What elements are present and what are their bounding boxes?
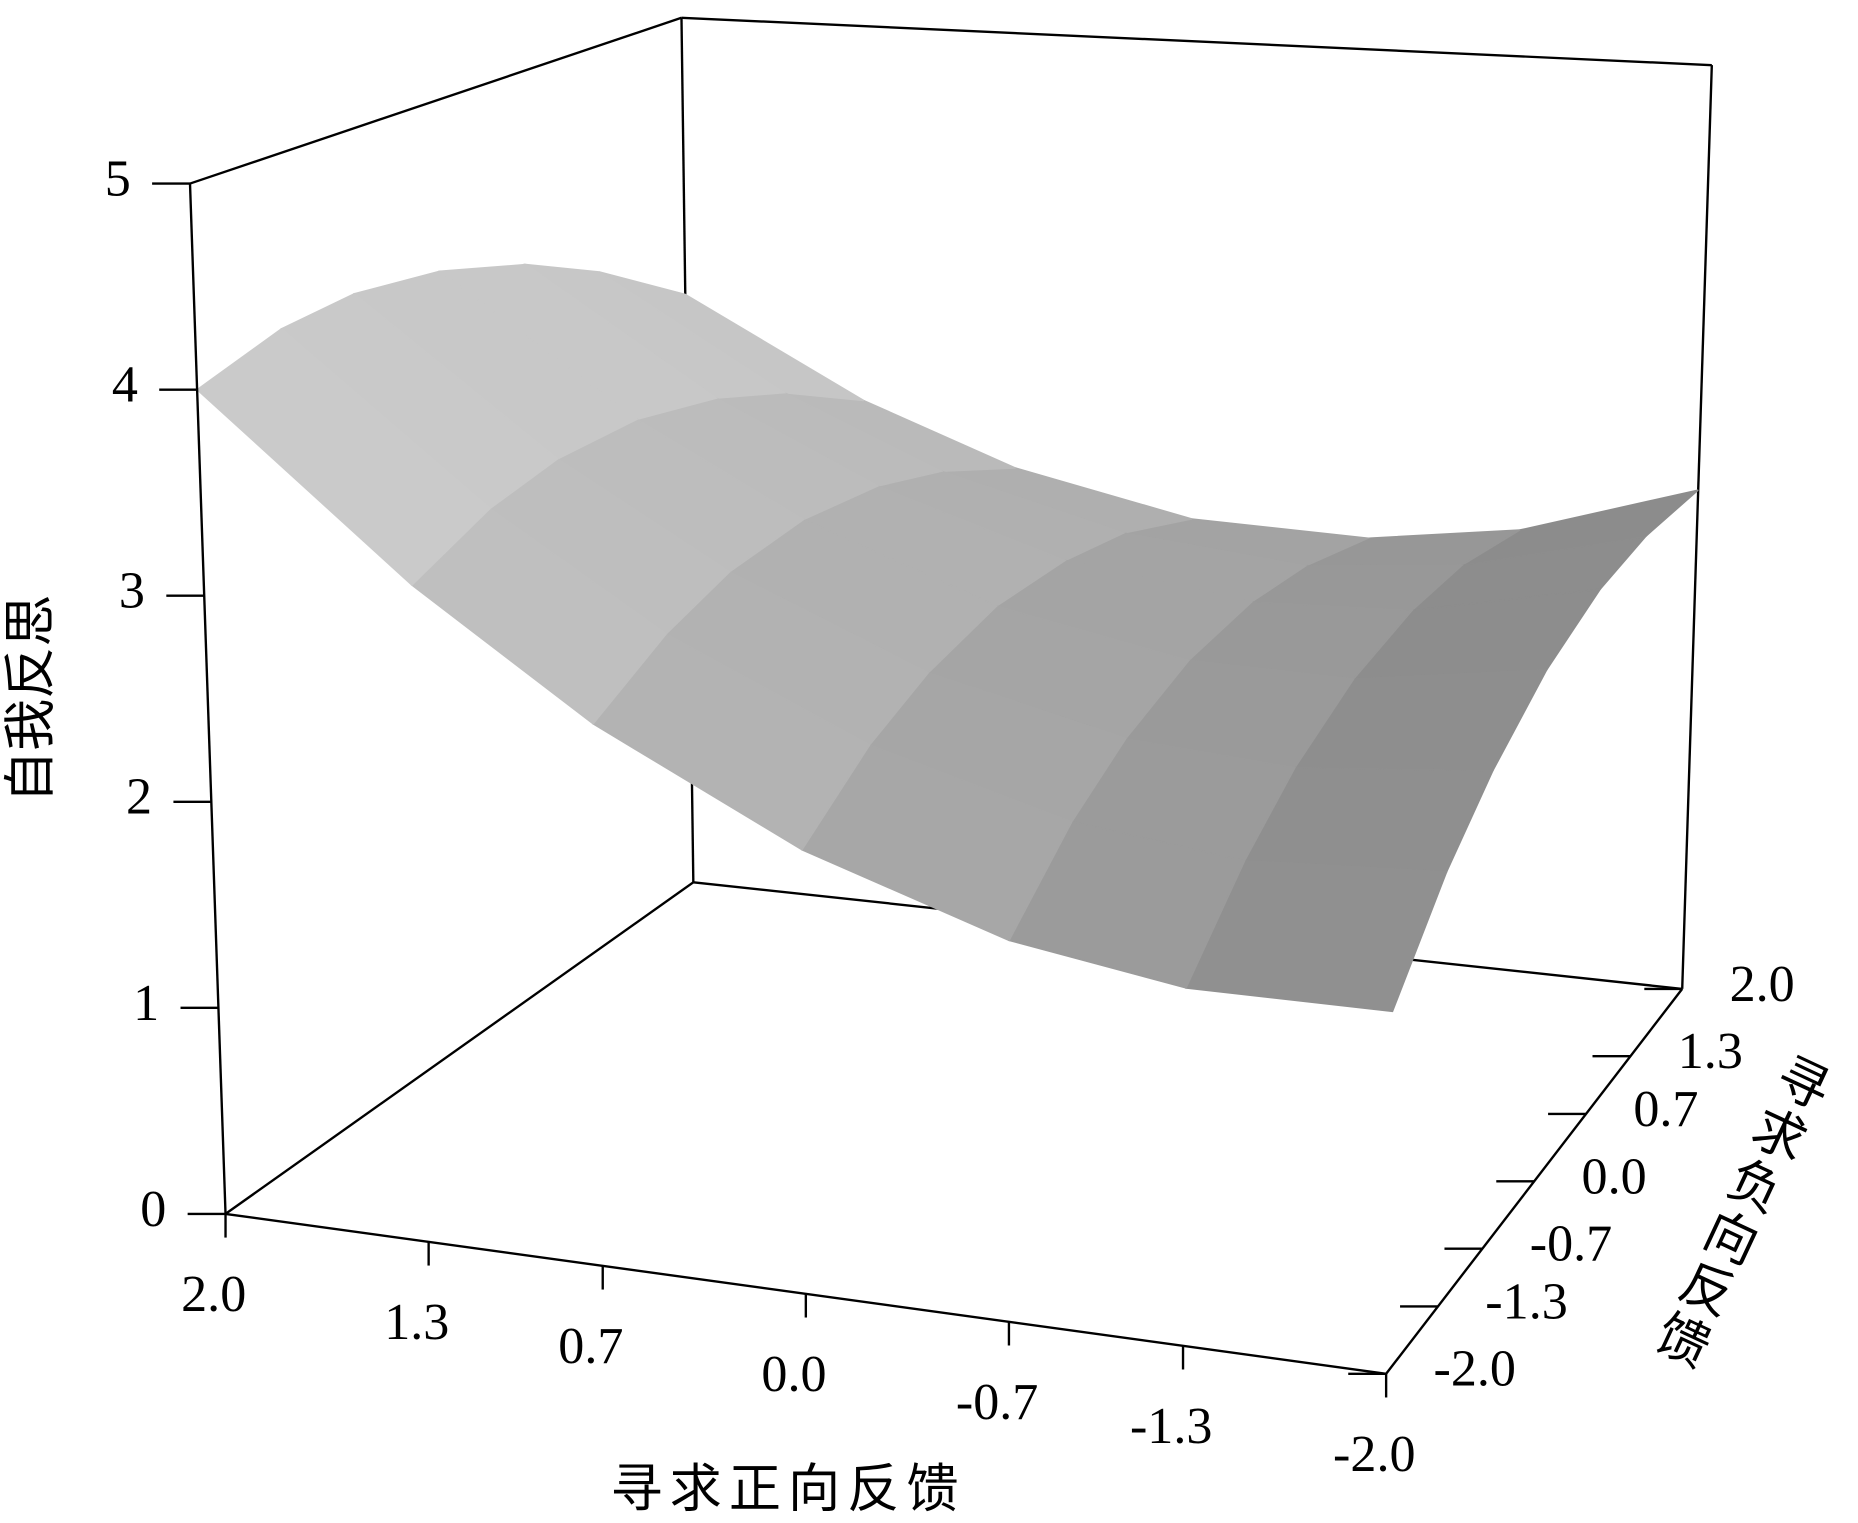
z-tick-label: 1 xyxy=(133,975,159,1032)
box-edge xyxy=(189,16,682,185)
x-axis-title: 寻求正向反馈 xyxy=(610,1462,965,1519)
y-tick-label: -0.7 xyxy=(1530,1216,1612,1273)
y-tick-label: 0.7 xyxy=(1633,1081,1698,1138)
x-tick-label: -0.7 xyxy=(956,1374,1038,1431)
z-tick-label: 3 xyxy=(119,563,145,620)
y-tick-label: 2.0 xyxy=(1730,956,1795,1013)
box-edge xyxy=(224,881,695,1215)
z-tick-label: 2 xyxy=(126,769,152,826)
x-tick-label: 0.7 xyxy=(558,1318,623,1375)
x-tick-label: -1.3 xyxy=(1130,1398,1212,1455)
x-tick-label: 1.3 xyxy=(384,1294,449,1351)
x-tick-label: -2.0 xyxy=(1333,1426,1415,1483)
z-axis-title: 自我反思 xyxy=(3,595,60,803)
x-tick-label: 2.0 xyxy=(181,1266,246,1323)
y-tick-label: 0.0 xyxy=(1582,1148,1647,1205)
box-edge xyxy=(681,16,1712,67)
surface xyxy=(195,263,1699,1013)
y-tick-label: -2.0 xyxy=(1434,1341,1516,1398)
z-tick-label: 5 xyxy=(105,151,131,208)
z-tick-label: 0 xyxy=(140,1181,166,1238)
z-tick-label: 4 xyxy=(112,357,138,414)
y-tick-label: 1.3 xyxy=(1678,1023,1743,1080)
surface-patch xyxy=(195,327,492,587)
z-axis-line xyxy=(188,183,227,1214)
box-edge xyxy=(1681,65,1714,989)
x-tick-label: 0.0 xyxy=(761,1346,826,1403)
y-tick-label: -1.3 xyxy=(1485,1273,1567,1330)
